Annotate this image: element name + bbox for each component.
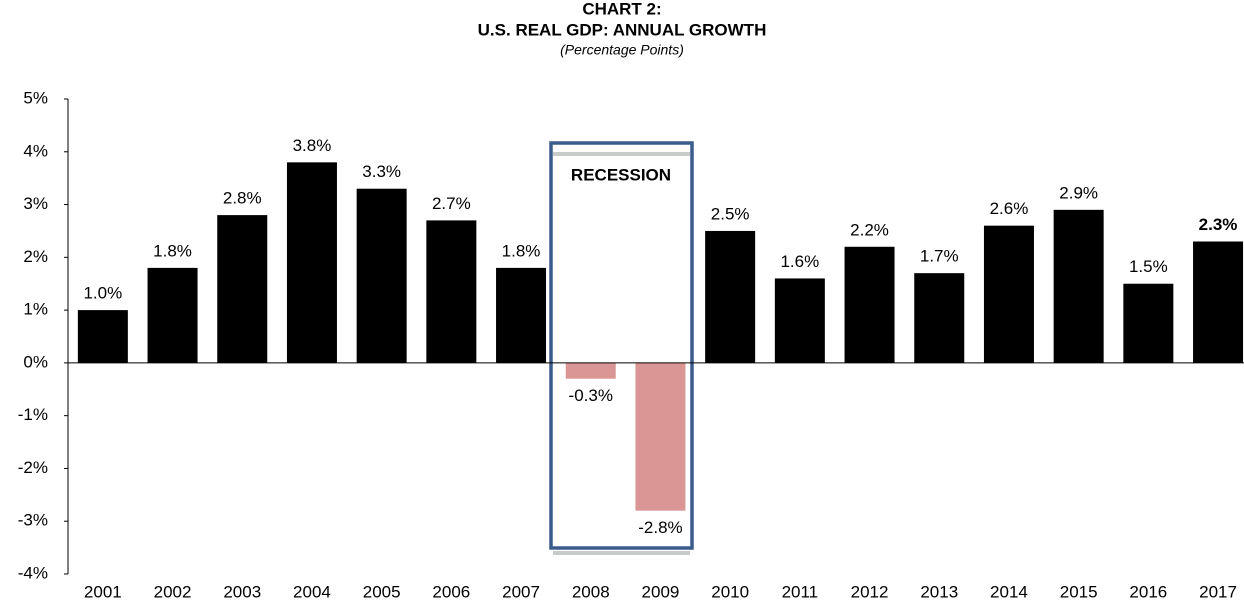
x-tick-label: 2012 [851,582,889,601]
y-tick-label: 1% [23,300,48,319]
value-label: 1.8% [502,241,541,260]
value-label: 1.7% [920,247,959,266]
recession-label: RECESSION [571,165,671,184]
chart-title: CHART 2: [582,0,661,18]
y-tick-label: 5% [23,88,48,107]
bar [844,246,895,363]
bar [147,267,198,363]
x-tick-label: 2014 [990,582,1028,601]
bar [1053,209,1104,363]
x-tick-label: 2009 [642,582,680,601]
x-tick-label: 2011 [782,582,819,601]
y-tick-label: 0% [23,352,48,371]
value-label: 2.3% [1199,215,1238,234]
y-tick-label: -4% [18,563,48,582]
x-tick-label: 2008 [572,582,610,601]
bar [286,162,337,363]
x-tick-label: 2003 [223,582,261,601]
chart-subtitle: (Percentage Points) [560,42,684,58]
x-tick-label: 2002 [154,582,192,601]
bar [217,215,268,363]
bar [983,225,1034,363]
y-tick-label: -1% [18,405,48,424]
y-tick-label: 2% [23,247,48,266]
bar [635,362,686,511]
value-label: 1.5% [1129,257,1168,276]
x-tick-label: 2001 [84,582,122,601]
y-tick-label: 3% [23,194,48,213]
value-label: -2.8% [638,518,682,537]
value-label: 2.6% [990,199,1029,218]
value-label: 2.5% [711,204,750,223]
x-tick-label: 2010 [711,582,749,601]
value-label: 3.3% [362,162,401,181]
value-label: 1.0% [83,284,122,303]
bar [426,220,477,363]
bar [1193,241,1244,363]
y-tick-label: -2% [18,458,48,477]
bar [77,310,128,363]
x-tick-label: 2017 [1199,582,1237,601]
value-label: 1.8% [153,241,192,260]
value-label: 2.7% [432,194,471,213]
chart-title: U.S. REAL GDP: ANNUAL GROWTH [478,20,767,39]
value-label: 1.6% [780,252,819,271]
value-label: -0.3% [569,386,613,405]
bar [1123,283,1174,363]
x-tick-label: 2004 [293,582,331,601]
bar [914,273,965,363]
y-tick-label: -3% [18,511,48,530]
x-tick-label: 2006 [432,582,470,601]
value-label: 2.8% [223,189,262,208]
bar [565,362,616,379]
y-tick-label: 4% [23,141,48,160]
x-tick-label: 2005 [363,582,401,601]
value-label: 2.9% [1059,183,1098,202]
bar [496,267,547,363]
x-tick-label: 2016 [1129,582,1167,601]
value-label: 2.2% [850,220,889,239]
bar [356,188,407,363]
value-label: 3.8% [293,136,332,155]
bar [774,278,825,363]
x-tick-label: 2007 [502,582,540,601]
bar [705,230,756,363]
recession-box [549,141,694,550]
x-tick-label: 2015 [1060,582,1098,601]
x-tick-label: 2013 [920,582,958,601]
